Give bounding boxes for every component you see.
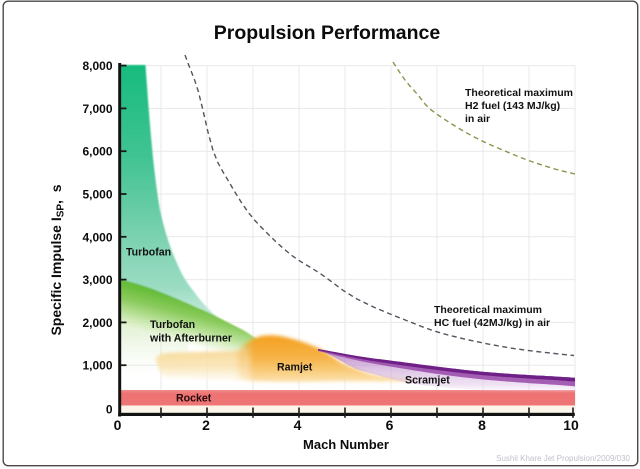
svg-text:4: 4	[294, 417, 302, 433]
svg-text:10: 10	[563, 417, 579, 433]
svg-text:3,000: 3,000	[82, 273, 112, 287]
svg-text:H2 fuel (143 MJ/kg): H2 fuel (143 MJ/kg)	[465, 100, 560, 112]
svg-text:Theoretical maximum: Theoretical maximum	[465, 87, 573, 99]
svg-text:8,000: 8,000	[82, 59, 112, 73]
svg-text:7,000: 7,000	[82, 102, 112, 116]
svg-text:Theoretical maximum: Theoretical maximum	[434, 304, 542, 316]
svg-text:5,000: 5,000	[82, 188, 112, 202]
svg-text:Specific Impulse ISP, s: Specific Impulse ISP, s	[48, 184, 67, 335]
svg-text:Mach Number: Mach Number	[303, 437, 389, 452]
svg-text:8: 8	[478, 417, 486, 433]
svg-text:2: 2	[202, 417, 210, 433]
svg-text:in air: in air	[465, 113, 490, 125]
svg-text:with Afterburner: with Afterburner	[149, 333, 232, 345]
svg-text:Sushil Khare Jet Propulsion/20: Sushil Khare Jet Propulsion/2009/030	[496, 454, 630, 463]
svg-text:HC fuel (42MJ/kg) in air: HC fuel (42MJ/kg) in air	[434, 317, 550, 329]
svg-text:0: 0	[114, 417, 122, 433]
svg-text:0: 0	[106, 403, 113, 417]
svg-text:6: 6	[386, 417, 394, 433]
svg-text:Turbofan: Turbofan	[150, 319, 195, 331]
svg-text:4,000: 4,000	[82, 230, 112, 244]
svg-text:1,000: 1,000	[82, 359, 112, 373]
svg-text:Ramjet: Ramjet	[277, 362, 313, 374]
svg-text:Rocket: Rocket	[176, 393, 212, 405]
svg-text:Scramjet: Scramjet	[405, 375, 450, 387]
svg-text:Propulsion Performance: Propulsion Performance	[214, 22, 441, 44]
svg-text:6,000: 6,000	[82, 145, 112, 159]
svg-text:2,000: 2,000	[82, 316, 112, 330]
svg-text:Turbofan: Turbofan	[126, 247, 171, 259]
